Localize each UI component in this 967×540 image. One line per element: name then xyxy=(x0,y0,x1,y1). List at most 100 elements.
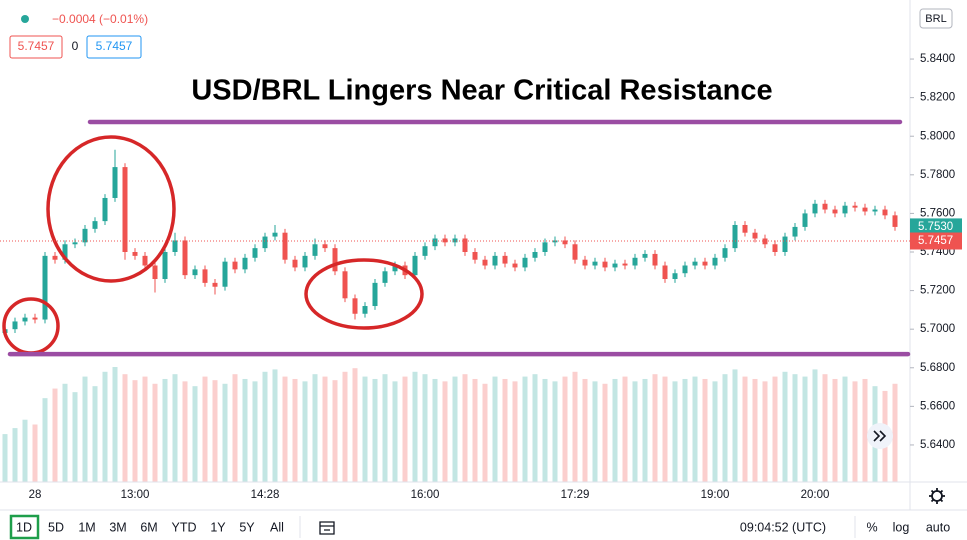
range-button[interactable]: 1D xyxy=(16,520,32,534)
volume-bar xyxy=(242,378,248,482)
candle-body xyxy=(392,265,398,272)
volume-bar xyxy=(162,378,168,482)
volume-bar xyxy=(732,369,738,482)
candle-body xyxy=(572,244,578,260)
candle-body xyxy=(352,298,358,314)
candle-body xyxy=(252,248,258,258)
scroll-icon xyxy=(873,430,887,442)
price-change: −0.0004 (−0.01%) xyxy=(52,12,148,26)
candle-body xyxy=(792,226,798,237)
candle-body xyxy=(742,224,748,233)
currency-box[interactable] xyxy=(919,8,953,29)
candle-body xyxy=(92,221,98,229)
range-button[interactable]: YTD xyxy=(172,520,197,534)
volume-bar xyxy=(22,419,28,482)
range-button[interactable]: All xyxy=(270,520,284,534)
volume-bar xyxy=(542,378,548,482)
candle-body xyxy=(782,236,788,252)
buy-price[interactable]: 5.7457 xyxy=(96,39,133,53)
range-button[interactable]: 3M xyxy=(109,520,126,534)
volume-bar xyxy=(472,378,478,482)
volume-bar xyxy=(442,381,448,482)
volume-bar xyxy=(92,386,98,482)
volume-bar xyxy=(512,381,518,482)
spread: 0 xyxy=(72,39,79,53)
volume-bar xyxy=(282,376,288,482)
x-tick-label: 19:00 xyxy=(701,489,730,501)
volume-bar xyxy=(822,374,828,482)
volume-bar xyxy=(722,374,728,482)
volume-bar xyxy=(772,376,778,482)
candle-body xyxy=(222,261,228,287)
candle-body xyxy=(202,269,208,283)
date-range-icon[interactable] xyxy=(319,521,335,535)
price-tag-label: 5.7530 xyxy=(918,221,953,233)
candle-body xyxy=(112,167,118,198)
candle-body xyxy=(442,238,448,243)
range-button[interactable]: 6M xyxy=(140,520,157,534)
sell-box[interactable] xyxy=(9,35,63,59)
volume-bar xyxy=(682,378,688,482)
volume-bar xyxy=(142,376,148,482)
candle-body xyxy=(192,269,198,276)
candle-body xyxy=(542,242,548,252)
candle-body xyxy=(32,317,38,320)
volume-bar xyxy=(712,381,718,482)
candle-body xyxy=(632,257,638,266)
candle-body xyxy=(672,273,678,280)
buy-box[interactable] xyxy=(86,35,142,59)
volume-bar xyxy=(462,374,468,482)
volume-bar xyxy=(42,398,48,482)
volume-bar xyxy=(752,378,758,482)
range-button[interactable]: 5D xyxy=(48,520,64,534)
candle-body xyxy=(432,238,438,247)
candle-body xyxy=(462,238,468,252)
candle-body xyxy=(752,232,758,239)
volume-bar xyxy=(52,388,58,482)
candle-body xyxy=(142,255,148,266)
volume-bar xyxy=(372,378,378,482)
candle-body xyxy=(712,257,718,266)
candle-body xyxy=(802,213,808,227)
candle-body xyxy=(182,240,188,276)
price-tag xyxy=(910,218,962,236)
axis-option[interactable]: auto xyxy=(926,520,950,534)
candle-body xyxy=(172,240,178,252)
candle-body xyxy=(302,255,308,268)
range-button[interactable]: 1Y xyxy=(210,520,226,534)
candle-body xyxy=(842,205,848,214)
volume-bar xyxy=(432,378,438,482)
volume-bar xyxy=(392,381,398,482)
volume-bar xyxy=(362,376,368,482)
x-tick-label: 16:00 xyxy=(411,489,440,501)
volume-bar xyxy=(32,424,38,482)
range-button[interactable]: 1M xyxy=(78,520,95,534)
range-button[interactable]: 5Y xyxy=(239,520,255,534)
axis-option[interactable]: log xyxy=(893,520,910,534)
price-tag-label: 5.7457 xyxy=(918,235,953,247)
candle-body xyxy=(272,232,278,237)
y-tick-label: 5.6600 xyxy=(920,400,955,412)
sell-price[interactable]: 5.7457 xyxy=(18,39,55,53)
status-dot xyxy=(21,15,29,23)
candle-body xyxy=(662,265,668,280)
candle-body xyxy=(262,236,268,249)
volume-bar xyxy=(422,374,428,482)
volume-bar xyxy=(102,371,108,482)
volume-bar xyxy=(762,381,768,482)
volume-bar xyxy=(382,374,388,482)
volume-bar xyxy=(312,374,318,482)
volume-bar xyxy=(152,383,158,482)
volume-bar xyxy=(812,369,818,482)
volume-bar xyxy=(172,374,178,482)
axis-option[interactable]: % xyxy=(866,520,877,534)
candle-body xyxy=(872,209,878,212)
active-range xyxy=(9,514,40,540)
volume-bar xyxy=(672,381,678,482)
volume-bar xyxy=(412,371,418,482)
volume-bar xyxy=(122,374,128,482)
volume-bar xyxy=(592,381,598,482)
currency-label[interactable]: BRL xyxy=(925,13,946,25)
volume-bar xyxy=(552,381,558,482)
